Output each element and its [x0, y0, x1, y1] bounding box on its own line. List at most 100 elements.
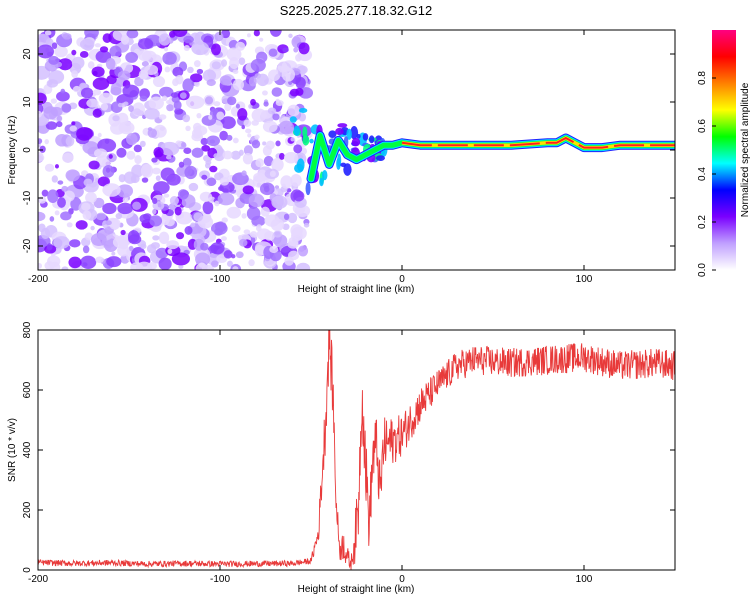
noise-blob: [226, 47, 242, 61]
noise-blob: [260, 206, 270, 217]
noise-blob: [102, 202, 117, 215]
noise-blob: [206, 79, 216, 87]
noise-blob: [256, 224, 262, 229]
colorbar-tick-label: 0.6: [697, 119, 708, 133]
noise-blob: [55, 121, 63, 128]
noise-blob: [250, 98, 256, 106]
spectrogram-xlabel: Height of straight line (km): [298, 284, 415, 295]
noise-blob: [262, 90, 268, 96]
noise-blob: [38, 138, 43, 144]
noise-blob: [160, 141, 180, 156]
noise-blob: [95, 212, 107, 221]
spectrogram-ytick-label: 20: [22, 48, 33, 60]
noise-blob: [105, 220, 112, 226]
noise-blob: [165, 217, 175, 227]
noise-blob: [232, 266, 239, 270]
noise-blob: [178, 264, 184, 269]
noise-blob: [248, 104, 253, 109]
noise-blob: [259, 37, 264, 42]
noise-blob: [38, 211, 46, 222]
noise-blob: [185, 95, 205, 109]
noise-blob: [241, 170, 247, 177]
noise-blob: [218, 186, 224, 192]
noise-blob: [62, 190, 75, 202]
noise-blob: [202, 69, 217, 82]
noise-blob: [157, 42, 161, 47]
noise-blob: [57, 180, 64, 185]
transition-blob: [375, 155, 385, 162]
noise-blob: [226, 134, 233, 141]
snr-ytick-label: 0: [22, 567, 33, 573]
noise-blob: [158, 114, 167, 120]
noise-blob: [231, 225, 241, 233]
colorbar-tick-label: 0.0: [697, 263, 708, 277]
noise-blob: [123, 171, 137, 184]
transition-blob: [296, 158, 305, 172]
noise-blob: [126, 132, 138, 146]
noise-blob: [102, 33, 112, 43]
noise-blob: [221, 30, 231, 39]
colorbar-ticks: 0.0 0.2 0.4 0.6 0.8: [697, 71, 716, 277]
colorbar-gradient: [712, 30, 736, 270]
noise-blob: [271, 157, 284, 172]
noise-blob: [133, 144, 142, 153]
noise-blob: [190, 73, 203, 83]
noise-blob: [288, 33, 293, 38]
ridge-red-core: [401, 137, 675, 149]
noise-blob: [128, 105, 134, 113]
noise-blob: [245, 128, 252, 134]
noise-blob: [271, 195, 288, 210]
noise-blob: [274, 185, 280, 190]
noise-blob: [272, 113, 280, 121]
noise-blob: [90, 233, 107, 246]
noise-blob: [271, 87, 283, 97]
spectrogram-ylabel: Frequency (Hz): [7, 116, 18, 185]
spectrogram-xtick-label: -100: [210, 274, 230, 285]
noise-blob: [152, 235, 160, 241]
noise-blob: [49, 216, 55, 222]
noise-blob: [241, 125, 245, 130]
transition-blob: [340, 162, 347, 168]
noise-blob: [132, 102, 145, 117]
noise-blob: [174, 108, 184, 115]
noise-blob: [251, 139, 261, 149]
noise-blob: [210, 242, 225, 255]
noise-blob: [111, 251, 116, 256]
snr-xtick-label: 0: [399, 574, 405, 585]
spectrogram-xtick-label: -200: [28, 274, 48, 285]
noise-blob: [144, 64, 159, 75]
noise-blob: [94, 43, 101, 48]
noise-blob: [200, 242, 209, 251]
noise-blob: [293, 47, 299, 53]
noise-blob: [109, 45, 122, 58]
noise-blob: [263, 155, 274, 167]
noise-blob: [44, 261, 55, 270]
transition-blob: [298, 108, 308, 113]
noise-blob: [256, 73, 269, 87]
noise-blob: [86, 98, 99, 108]
noise-blob: [283, 213, 290, 221]
noise-blob: [284, 256, 294, 266]
noise-blob: [191, 147, 204, 158]
noise-blob: [134, 76, 144, 87]
noise-blob: [48, 55, 60, 65]
noise-blob: [162, 51, 177, 65]
noise-blob: [57, 58, 73, 71]
noise-blob: [275, 140, 281, 147]
noise-blob: [200, 137, 209, 146]
noise-blob: [278, 152, 285, 160]
noise-blob: [166, 104, 174, 112]
noise-blob: [128, 245, 134, 252]
noise-blob: [193, 60, 201, 68]
noise-blob: [287, 104, 300, 117]
colorbar-tick-label: 0.8: [697, 71, 708, 85]
noise-blob: [141, 177, 149, 183]
noise-blob: [235, 251, 244, 259]
noise-blob: [92, 70, 98, 76]
noise-blob: [205, 160, 212, 166]
noise-blob: [238, 57, 246, 65]
noise-blob: [117, 70, 131, 81]
noise-blob: [211, 260, 219, 268]
